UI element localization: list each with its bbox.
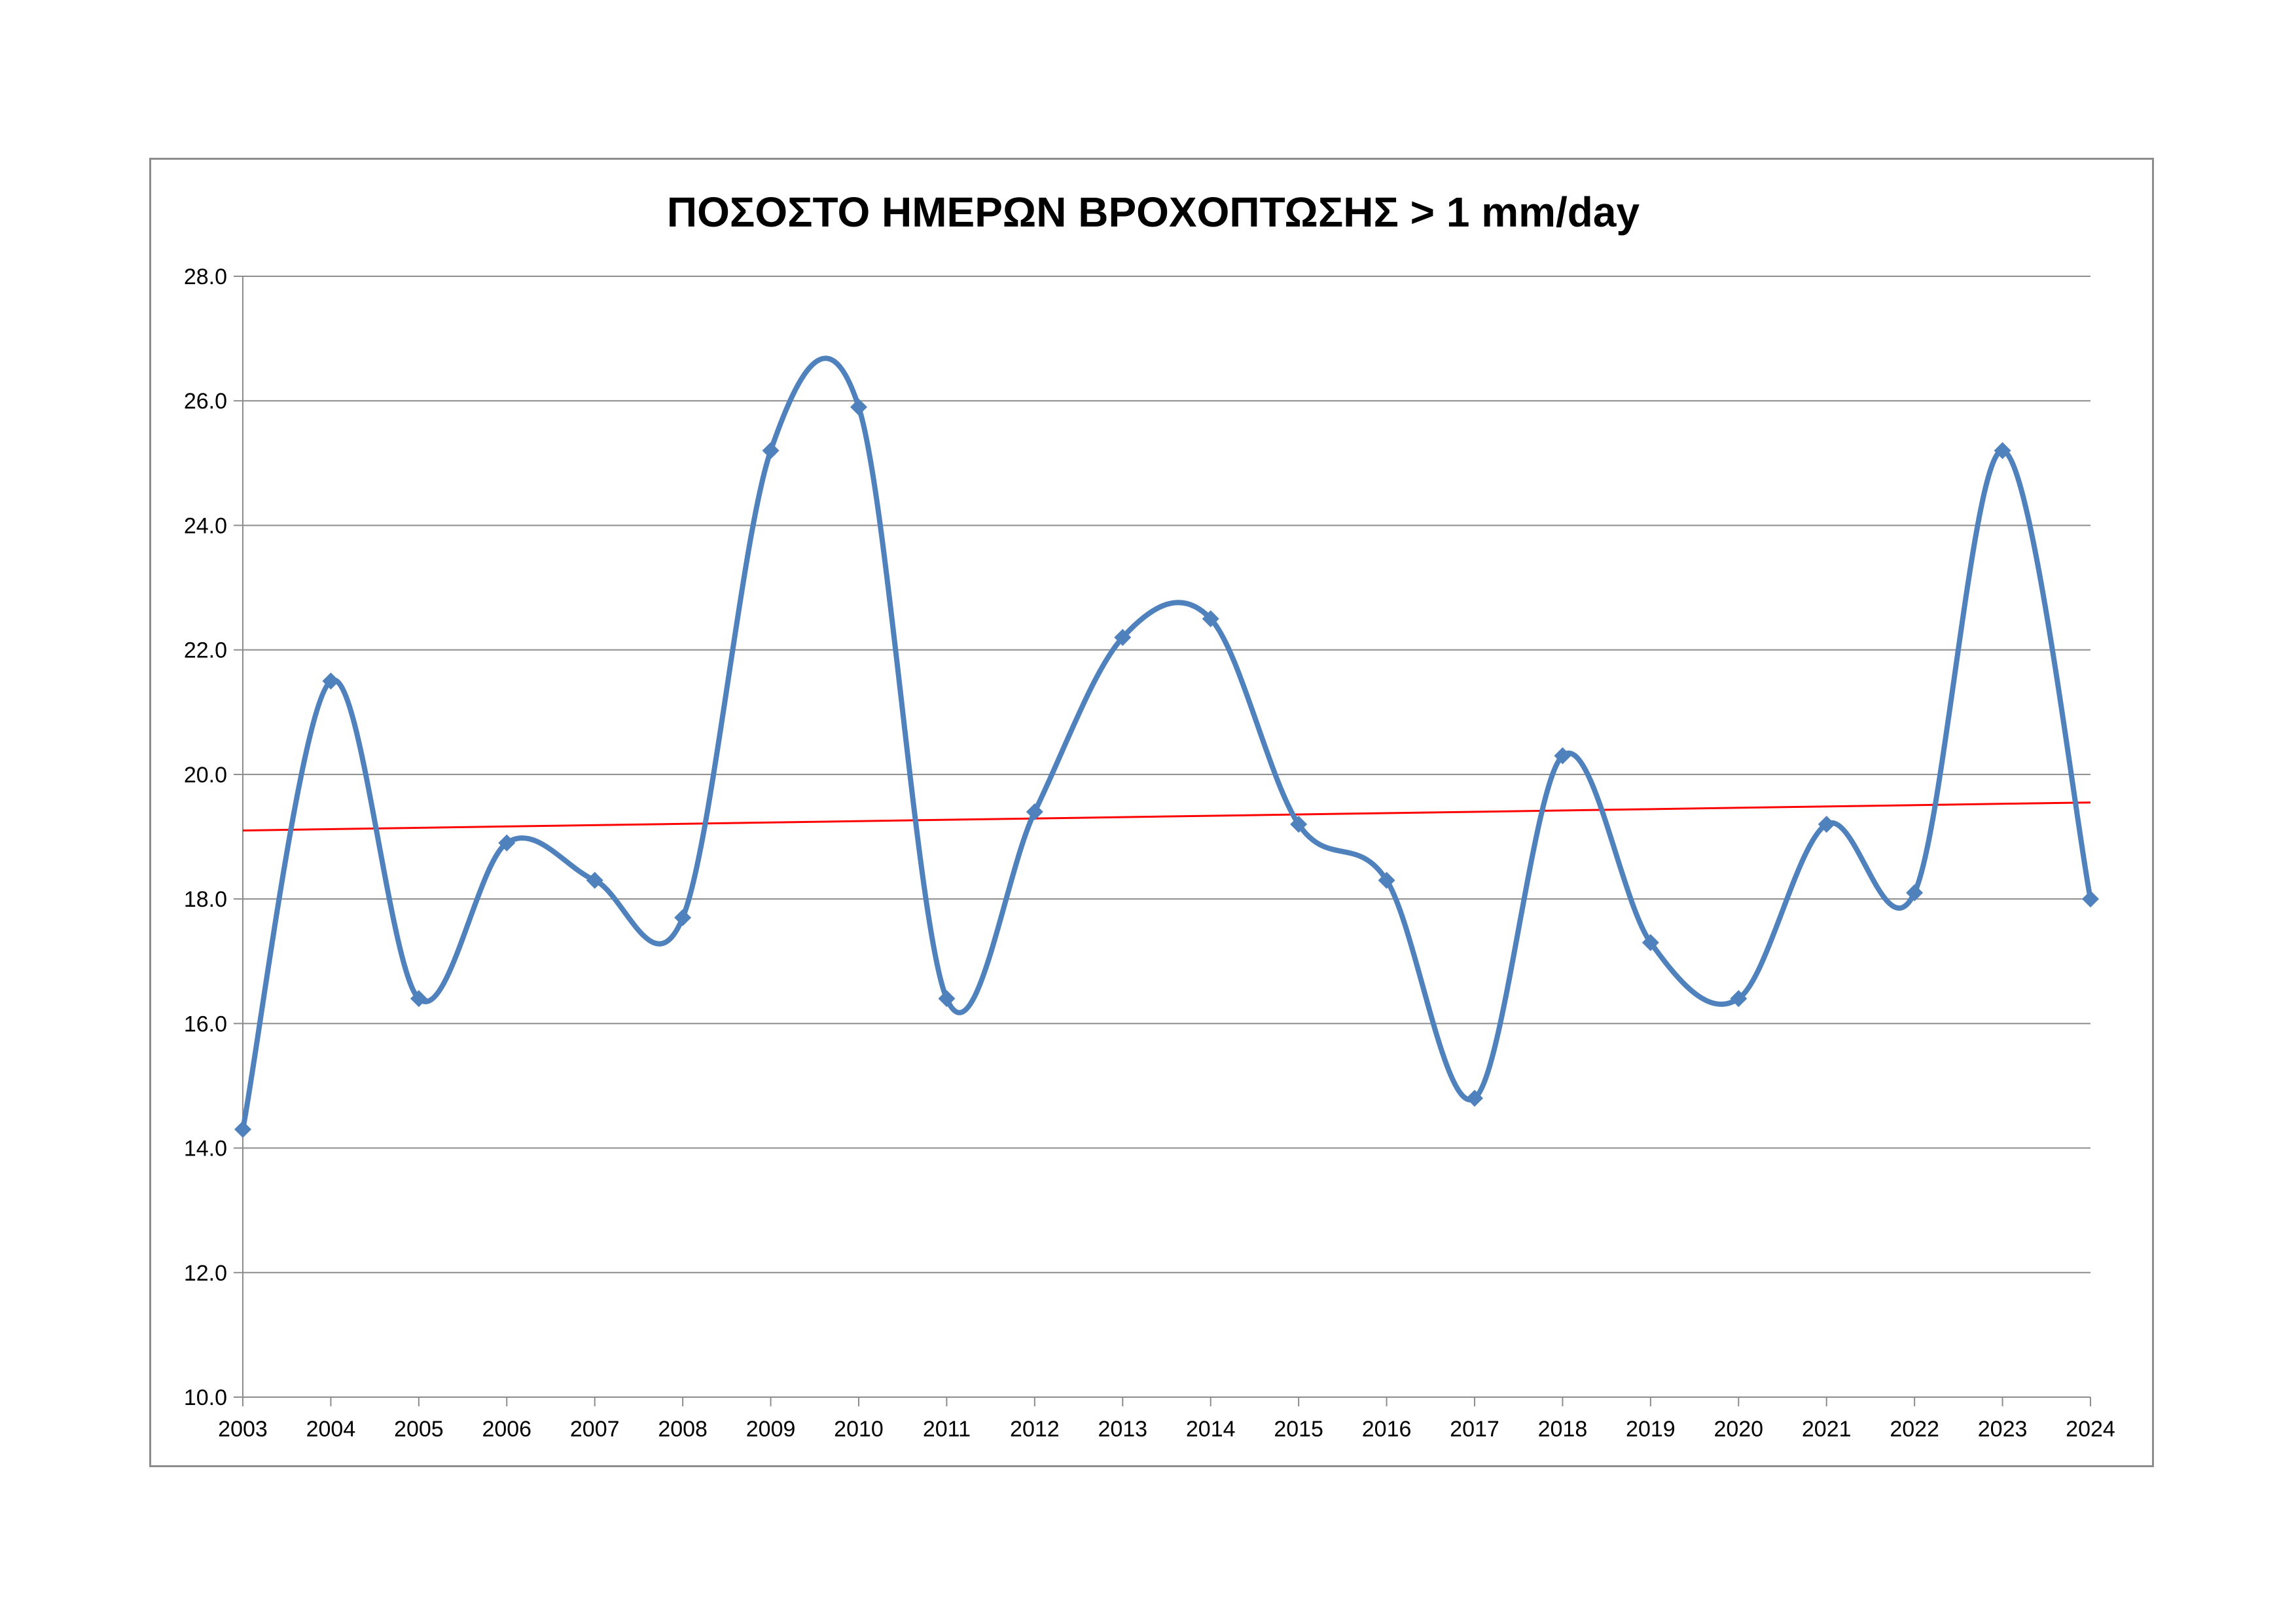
data-point-marker (762, 442, 780, 460)
y-tick-label: 14.0 (184, 1137, 227, 1161)
x-tick-label: 2005 (394, 1417, 444, 1442)
data-point-marker (1026, 803, 1043, 820)
data-point-marker (322, 672, 340, 690)
x-tick-label: 2007 (570, 1417, 620, 1442)
data-point-marker (498, 834, 516, 852)
x-axis-labels: 2003 2004 2005 2006 2007 2008 2009 2010 2011 2012… (218, 1417, 2115, 1442)
y-tick-label: 20.0 (184, 763, 227, 788)
data-point-marker (674, 909, 692, 926)
data-point-marker (1114, 629, 1132, 646)
x-tick-label: 2020 (1713, 1417, 1763, 1442)
data-point-marker (1378, 871, 1395, 889)
y-tick-label: 26.0 (184, 389, 227, 414)
gridlines (243, 276, 2090, 1273)
y-tick-label: 16.0 (184, 1012, 227, 1036)
series-group (234, 356, 2099, 1139)
data-point-marker (850, 398, 867, 416)
data-point-marker (234, 1121, 251, 1139)
x-tick-label: 2010 (834, 1417, 884, 1442)
y-tick-label: 28.0 (184, 264, 227, 289)
y-tick-label: 12.0 (184, 1261, 227, 1286)
x-tick-label: 2015 (1274, 1417, 1323, 1442)
y-axis-labels: 10.0 12.0 14.0 16.0 18.0 20.0 22.0 24.0 26.0 28.0 (184, 264, 227, 1410)
y-tick-label: 24.0 (184, 513, 227, 538)
data-point-marker (1290, 815, 1308, 833)
x-tick-label: 2019 (1626, 1417, 1676, 1442)
x-tick-label: 2004 (306, 1417, 356, 1442)
line-chart: ΠΟΣΟΣΤΟ ΗΜΕΡΩΝ ΒΡΟΧΟΠΤΩΣΗΣ > 1 mm/day 10… (184, 189, 2115, 1442)
data-point-marker (1466, 1089, 1483, 1107)
y-tick-label: 10.0 (184, 1385, 227, 1410)
x-tick-label: 2006 (482, 1417, 531, 1442)
x-tick-label: 2022 (1890, 1417, 1939, 1442)
x-tick-label: 2014 (1186, 1417, 1236, 1442)
x-tick-label: 2003 (218, 1417, 268, 1442)
series-line (240, 356, 2093, 1130)
data-point-marker (938, 990, 956, 1008)
trendline-group (242, 801, 2091, 831)
x-tick-label: 2013 (1098, 1417, 1147, 1442)
data-point-marker (1641, 934, 1659, 951)
data-point-marker (1554, 747, 1571, 765)
x-tick-label: 2011 (923, 1417, 971, 1442)
x-tick-label: 2016 (1362, 1417, 1412, 1442)
data-point-marker (586, 871, 603, 889)
y-tick-label: 18.0 (184, 887, 227, 912)
axes (234, 276, 2091, 1406)
y-tick-label: 22.0 (184, 638, 227, 663)
data-point-marker (410, 990, 427, 1008)
x-tick-label: 2012 (1010, 1417, 1060, 1442)
x-tick-label: 2023 (1978, 1417, 2028, 1442)
x-tick-label: 2021 (1802, 1417, 1852, 1442)
data-point-marker (1202, 610, 1219, 628)
x-tick-label: 2008 (658, 1417, 708, 1442)
data-point-marker (1906, 884, 1924, 902)
data-point-marker (1818, 815, 1835, 833)
chart-area: ΠΟΣΟΣΤΟ ΗΜΕΡΩΝ ΒΡΟΧΟΠΤΩΣΗΣ > 1 mm/day 10… (149, 158, 2154, 1467)
x-tick-label: 2018 (1538, 1417, 1588, 1442)
chart-title: ΠΟΣΟΣΤΟ ΗΜΕΡΩΝ ΒΡΟΧΟΠΤΩΣΗΣ > 1 mm/day (667, 189, 1640, 236)
data-point-marker (2082, 890, 2099, 908)
data-point-marker (1730, 990, 1748, 1008)
x-tick-label: 2009 (746, 1417, 796, 1442)
x-tick-label: 2017 (1450, 1417, 1499, 1442)
data-point-marker (1994, 442, 2011, 460)
x-tick-label: 2024 (2066, 1417, 2115, 1442)
trendline (242, 801, 2091, 831)
